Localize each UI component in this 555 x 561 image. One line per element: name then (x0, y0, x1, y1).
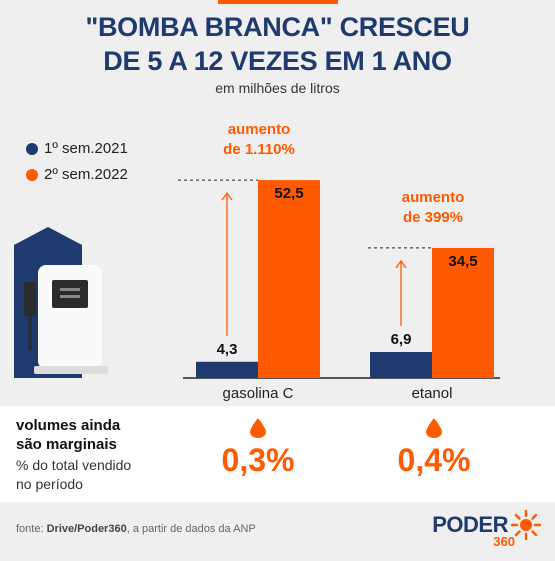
bar-2021-1 (370, 351, 432, 378)
value-label-2022-0: 52,5 (274, 185, 303, 202)
annotation-line2-1: de 399% (403, 209, 463, 226)
annotation-line2-0: de 1.110% (223, 141, 295, 158)
share-subtext-line-1: % do total vendido (16, 457, 132, 473)
legend-label-2021: 1º sem.2021 (44, 140, 128, 157)
title-line-1: "BOMBA BRANCA" CRESCEU (85, 12, 470, 42)
category-label-0: gasolina C (223, 385, 294, 402)
source-note: fonte: Drive/Poder360, a partir de dados… (16, 523, 256, 535)
legend-swatch-2021 (26, 142, 38, 155)
source-name: Drive/Poder360 (46, 523, 127, 535)
share-value-etanol: 0,4% (397, 442, 471, 478)
drop-icon (426, 418, 442, 438)
share-etanol: 0,4% (374, 418, 494, 479)
fuel-pump-icon (14, 227, 108, 378)
source-rest: , a partir de dados da ANP (126, 523, 256, 535)
title-line-2: DE 5 A 12 VEZES EM 1 ANO (103, 46, 452, 76)
legend-item-2022: 2º sem.2022 (26, 166, 128, 183)
value-label-2021-0: 4,3 (217, 341, 238, 358)
share-value-gasolina: 0,3% (221, 442, 295, 478)
bar-2022-1 (432, 247, 494, 378)
share-heading-line-2: são marginais (16, 436, 117, 453)
sunburst-icon (511, 510, 541, 540)
footer: fonte: Drive/Poder360, a partir de dados… (0, 502, 555, 561)
poder360-logo: PODER 360 (432, 510, 541, 549)
share-subtext-line-2: no período (16, 476, 83, 492)
share-subtext: % do total vendido no período (16, 456, 131, 494)
category-label-1: etanol (412, 385, 453, 402)
annotation-line1-0: aumento (228, 121, 291, 138)
share-gasolina: 0,3% (198, 418, 318, 479)
share-heading-line-1: volumes ainda (16, 417, 121, 434)
legend-item-2021: 1º sem.2021 (26, 140, 128, 157)
drop-icon (250, 418, 266, 438)
top-accent-bar (218, 0, 338, 4)
logo-number: 360 (493, 534, 515, 549)
share-panel: volumes ainda são marginais % do total v… (0, 406, 555, 502)
bar-2022-0 (258, 180, 320, 378)
value-label-2021-1: 6,9 (391, 331, 412, 348)
growth-arrow-head-1 (395, 259, 407, 269)
logo-word: PODER (432, 512, 508, 537)
value-label-2022-1: 34,5 (448, 253, 477, 270)
subtitle: em milhões de litros (215, 80, 340, 96)
source-label: fonte: (16, 523, 44, 535)
legend-label-2022: 2º sem.2022 (44, 166, 128, 183)
bar-2021-0 (196, 361, 258, 378)
growth-arrow-head-0 (221, 191, 233, 201)
legend-swatch-2022 (26, 168, 38, 181)
share-heading: volumes ainda são marginais (16, 416, 120, 454)
legend: 1º sem.2021 2º sem.2022 (26, 140, 128, 192)
annotation-line1-1: aumento (402, 189, 465, 206)
bar-chart: 4,3 52,5 aumento de 1.110% gasolina C 6,9 34,5… (14, 121, 500, 402)
